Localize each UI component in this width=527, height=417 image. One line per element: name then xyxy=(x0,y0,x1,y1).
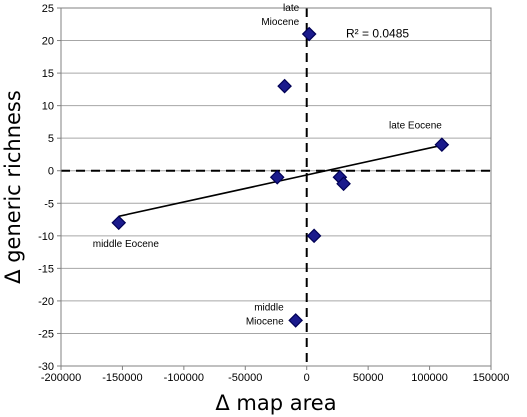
r-squared-label: R² = 0.0485 xyxy=(346,26,409,40)
annotation-line: middle xyxy=(254,302,284,313)
y-tick-label: 25 xyxy=(42,3,54,15)
y-tick-label: 15 xyxy=(42,68,54,80)
y-tick-label: 0 xyxy=(48,166,54,178)
y-tick-label: -10 xyxy=(38,231,54,243)
x-tick-label: 100000 xyxy=(411,372,448,384)
data-point xyxy=(336,176,351,192)
point-annotations: late Miocene late Eocene middle Eocene middl… xyxy=(93,3,443,327)
plot-border xyxy=(60,7,492,367)
y-tick-label: 20 xyxy=(42,36,54,48)
y-tick-label: 5 xyxy=(48,133,54,145)
annotation-line: Miocene xyxy=(246,316,284,327)
annotation-line: late Eocene xyxy=(389,121,442,132)
x-tick-label: -150000 xyxy=(102,372,142,384)
annotation-line: late xyxy=(283,3,300,14)
annotation-line: middle Eocene xyxy=(93,239,160,250)
x-tick-label: -100000 xyxy=(164,372,204,384)
data-point xyxy=(301,26,317,42)
plot-frame xyxy=(60,7,492,367)
x-tick-labels: -200000 -150000 -100000 -50000 0 50000 100000 1… xyxy=(41,366,510,384)
reference-lines xyxy=(61,8,491,366)
data-point xyxy=(269,169,285,185)
point-annotation: middle Eocene xyxy=(93,239,160,250)
y-tick-label: -30 xyxy=(38,361,54,373)
data-point xyxy=(111,215,127,231)
data-points xyxy=(111,26,450,328)
data-point xyxy=(306,228,322,244)
y-tick-label: 10 xyxy=(42,101,54,113)
point-annotation: late Eocene xyxy=(389,121,442,132)
x-tick-label: 0 xyxy=(304,372,310,384)
x-tick-label: 50000 xyxy=(353,372,384,384)
data-point xyxy=(434,137,450,153)
point-annotation: late Miocene xyxy=(261,3,299,28)
point-annotation: middle Miocene xyxy=(246,302,284,327)
data-point xyxy=(277,78,292,94)
y-tick-labels: -30 -25 -20 -15 -10 -5 0 5 10 15 20 25 xyxy=(38,3,61,373)
y-tick-label: -5 xyxy=(44,198,54,210)
y-tick-label: -25 xyxy=(38,328,54,340)
data-point xyxy=(288,313,304,328)
annotation-line: Miocene xyxy=(261,17,299,28)
y-tick-label: -15 xyxy=(38,263,54,275)
x-axis-title: Δ map area xyxy=(215,391,336,415)
x-tick-label: -200000 xyxy=(41,372,81,384)
y-tick-label: -20 xyxy=(38,296,54,308)
x-tick-label: 150000 xyxy=(473,372,510,384)
y-axis-title: Δ generic richness xyxy=(1,90,25,284)
x-tick-label: -50000 xyxy=(228,372,262,384)
